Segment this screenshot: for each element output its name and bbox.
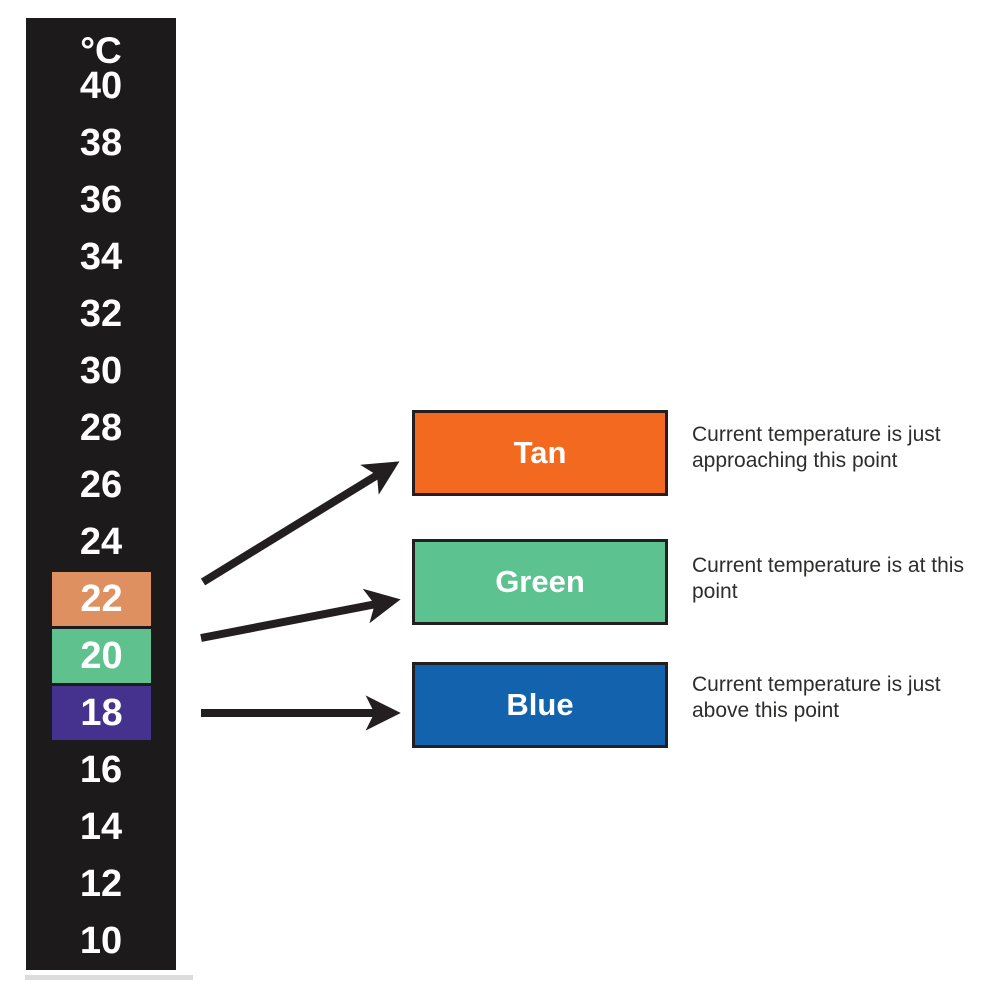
celsius-unit-label: °C — [80, 30, 122, 71]
strip-bottom-shadow — [25, 975, 193, 980]
scale-value-22-tan-cell: 22 — [52, 572, 151, 626]
blue-color-box: Blue — [412, 662, 668, 748]
scale-value-36: 36 — [79, 179, 123, 221]
scale-value-28: 28 — [79, 407, 123, 449]
scale-value-32: 32 — [79, 293, 123, 335]
green-color-box: Green — [412, 539, 668, 625]
scale-value-24: 24 — [79, 521, 123, 563]
scale-value-30: 30 — [79, 350, 123, 392]
blue-description: Current temperature is just above this p… — [692, 673, 941, 723]
scale-value-16: 16 — [79, 749, 123, 791]
scale-value-20-green-cell: 20 — [52, 629, 151, 683]
scale-value-12: 12 — [79, 863, 123, 905]
tan-description: Current temperature is just approaching … — [692, 423, 941, 473]
tan-color-box: Tan — [412, 410, 668, 496]
scale-value-38: 38 — [79, 122, 123, 164]
thermometer-strip: °C 40 38 36 34 32 30 28 26 24 22 20 18 16 14 12 10 — [26, 18, 176, 970]
scale-value-14: 14 — [79, 806, 123, 848]
arrow-to-tan-box — [200, 461, 400, 586]
arrow-to-green-box — [200, 588, 401, 642]
scale-value-18-purple-cell: 18 — [52, 686, 151, 740]
scale-value-10: 10 — [79, 920, 123, 962]
scale-value-40: 40 — [79, 65, 123, 107]
scale-value-34: 34 — [79, 236, 123, 278]
scale-value-26: 26 — [79, 464, 123, 506]
green-description: Current temperature is at this point — [692, 554, 964, 604]
